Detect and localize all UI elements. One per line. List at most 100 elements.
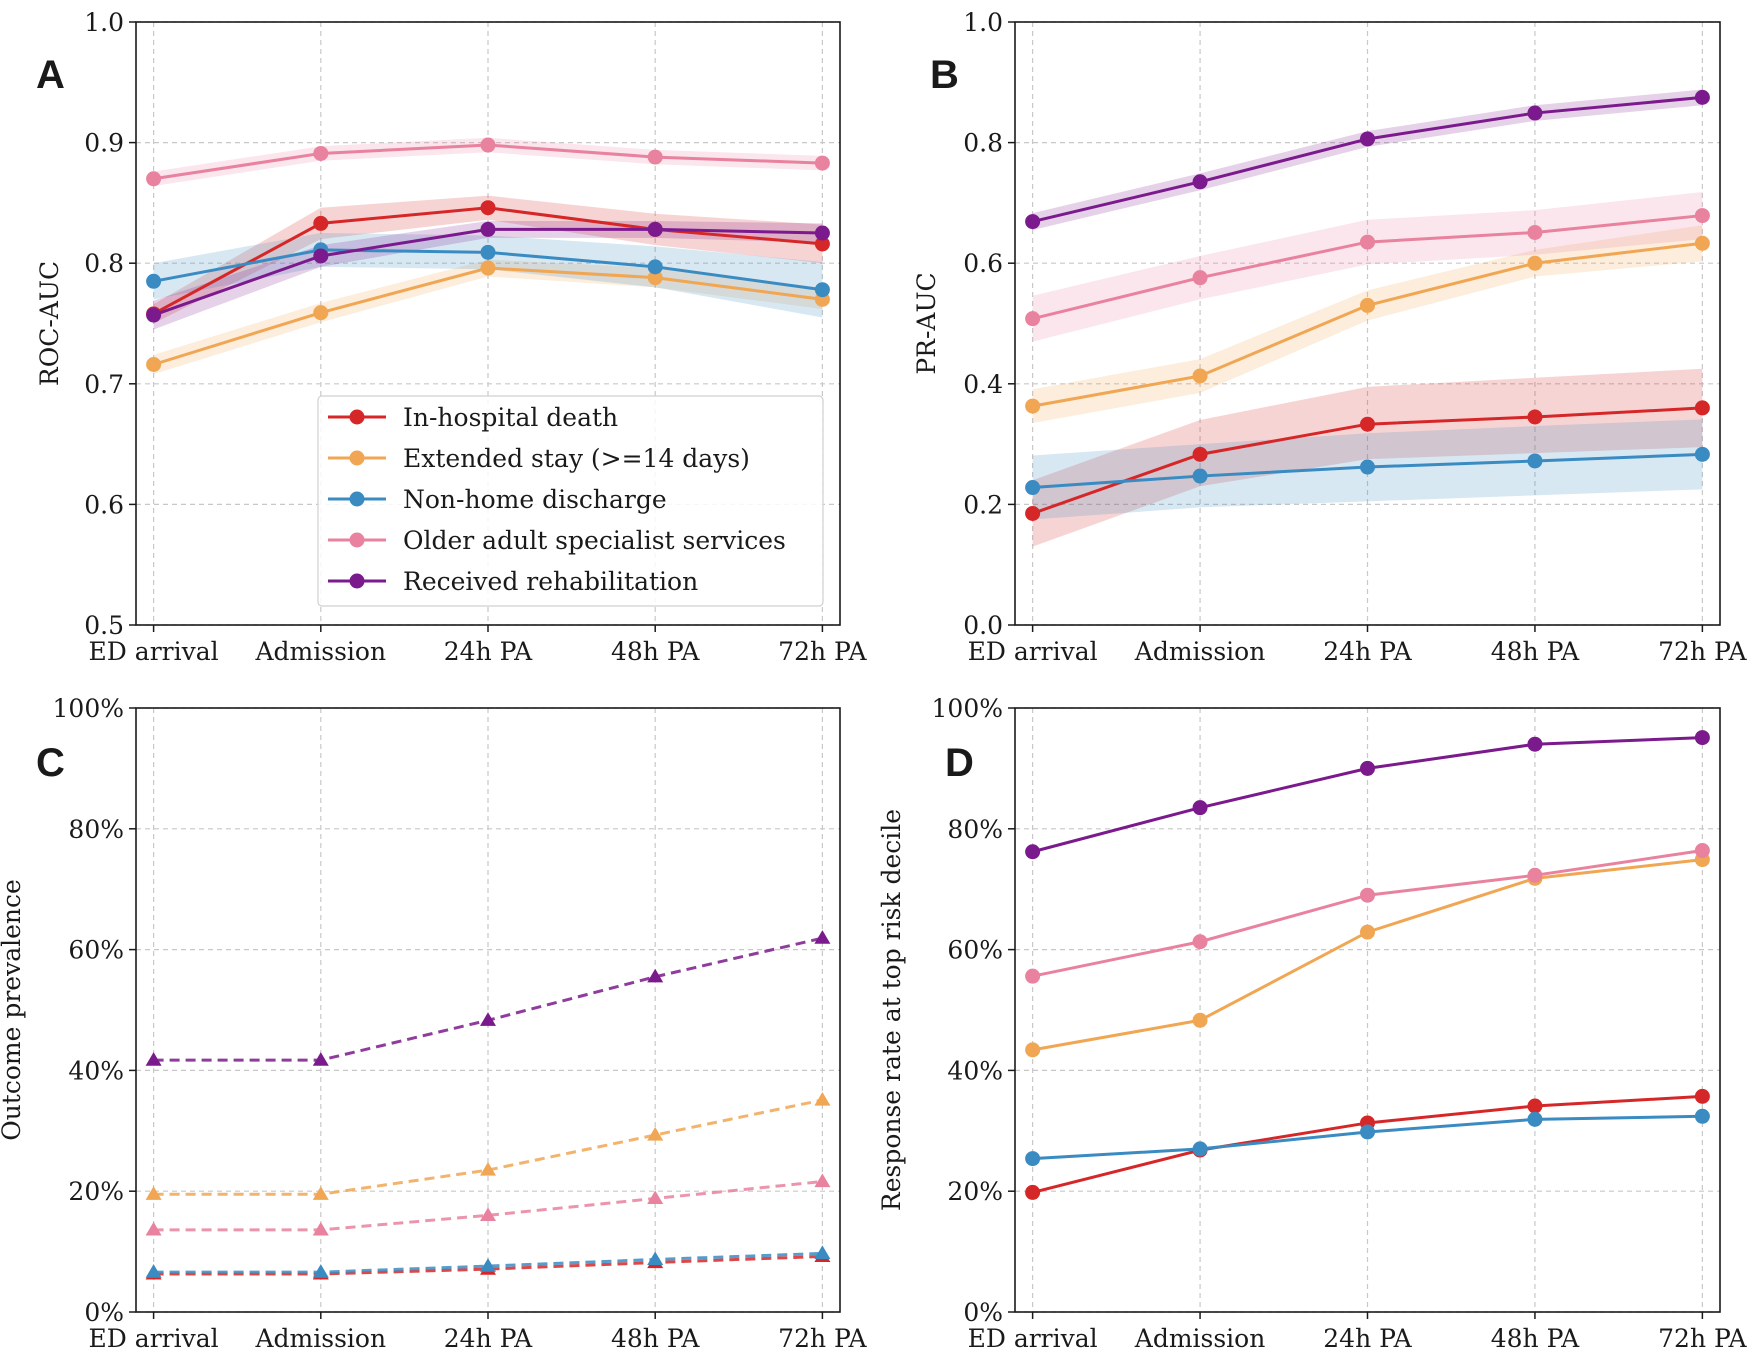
data-point-extended_stay — [1360, 297, 1375, 313]
x-tick-label: 24h PA — [1323, 1324, 1412, 1353]
data-point-non_home_discharge — [312, 1264, 329, 1278]
y-tick-label: 0% — [963, 1298, 1003, 1327]
band-extended_stay — [153, 259, 823, 375]
data-point-older_adult_specialist — [1025, 968, 1041, 984]
y-tick-label: 0.9 — [84, 129, 124, 158]
y-tick-label: 0.8 — [963, 129, 1003, 158]
data-point-older_adult_specialist — [1527, 224, 1543, 240]
y-tick-label: 0.0 — [963, 611, 1003, 640]
data-point-older_adult_specialist — [647, 149, 663, 165]
x-tick-label: Admission — [255, 1324, 387, 1353]
y-tick-label: 1.0 — [84, 8, 124, 37]
data-point-received_rehabilitation — [1694, 89, 1710, 105]
panel-letter: D — [945, 741, 974, 785]
panel-letter: B — [930, 53, 959, 97]
data-point-received_rehabilitation — [814, 930, 831, 944]
legend-label: Older adult specialist services — [403, 526, 786, 555]
data-point-received_rehabilitation — [313, 248, 329, 264]
data-point-older_adult_specialist — [312, 1221, 329, 1236]
data-point-in_hospital_death — [480, 200, 496, 216]
panel-a: 0.5 0.6 0.7 0.8 0.9 1.0 ED arrival Admission 24h… — [35, 8, 868, 666]
data-point-extended_stay — [1694, 235, 1710, 251]
data-point-received_rehabilitation — [1694, 730, 1710, 746]
data-point-extended_stay — [647, 270, 663, 286]
panel-b: 0.0 0.2 0.4 0.6 0.8 1.0 ED arrival Admission 24h… — [912, 8, 1748, 666]
y-tick-label: 0.4 — [963, 370, 1003, 399]
panel-letter: A — [36, 53, 65, 97]
data-point-extended_stay — [1360, 924, 1375, 940]
legend-label: Non-home discharge — [403, 485, 667, 514]
x-tick-label: 72h PA — [1658, 637, 1747, 666]
data-point-received_rehabilitation — [145, 1052, 162, 1066]
data-point-older_adult_specialist — [313, 145, 329, 161]
data-point-extended_stay — [647, 1127, 664, 1141]
data-point-in_hospital_death — [1025, 1184, 1041, 1200]
legend-box — [317, 395, 824, 607]
y-tick-label: 0.5 — [84, 611, 124, 640]
data-point-in_hospital_death — [1527, 1098, 1543, 1114]
y-tick-label: 0.7 — [84, 370, 124, 399]
legend: In-hospital death Extended stay (>=14 day… — [317, 395, 824, 607]
x-tick-label: ED arrival — [89, 637, 219, 666]
y-tick-label: 0.6 — [84, 490, 124, 519]
panel-d: 0% 20% 40% 60% 80% 100% ED arrival Admission 24h… — [877, 694, 1748, 1353]
data-point-received_rehabilitation — [1527, 736, 1543, 752]
data-point-older_adult_specialist — [814, 155, 830, 171]
data-point-older_adult_specialist — [647, 1190, 664, 1205]
data-point-older_adult_specialist — [480, 137, 496, 153]
y-tick-label: 20% — [68, 1177, 124, 1206]
x-tick-label: ED arrival — [968, 637, 1098, 666]
data-point-received_rehabilitation — [647, 221, 663, 237]
data-point-older_adult_specialist — [1694, 843, 1710, 859]
y-axis-title: PR-AUC — [912, 272, 941, 374]
y-tick-label: 100% — [53, 694, 124, 723]
data-point-extended_stay — [145, 1186, 162, 1200]
legend-item-received_rehabilitation: Received rehabilitation — [328, 567, 698, 596]
data-point-older_adult_specialist — [1527, 867, 1543, 883]
x-tick-label: Admission — [1134, 1324, 1266, 1353]
data-point-older_adult_specialist — [480, 1207, 496, 1221]
legend-swatch-marker — [349, 573, 365, 589]
legend-label: Extended stay (>=14 days) — [403, 444, 750, 473]
data-point-non_home_discharge — [1694, 446, 1710, 462]
x-tick-label: Admission — [1134, 637, 1266, 666]
data-point-in_hospital_death — [1025, 505, 1041, 521]
x-tick-label: 48h PA — [1491, 1324, 1580, 1353]
y-tick-label: 0.6 — [963, 249, 1003, 278]
y-tick-label: 60% — [68, 936, 124, 965]
data-point-non_home_discharge — [1360, 459, 1375, 475]
data-point-extended_stay — [814, 1091, 831, 1106]
data-point-received_rehabilitation — [647, 968, 664, 983]
data-point-non_home_discharge — [647, 1251, 664, 1266]
x-tick-label: 48h PA — [1491, 637, 1580, 666]
data-point-non_home_discharge — [145, 1264, 162, 1278]
data-point-extended_stay — [1192, 368, 1208, 384]
data-point-older_adult_specialist — [1192, 934, 1208, 950]
y-tick-label: 1.0 — [963, 8, 1003, 37]
data-point-extended_stay — [1025, 398, 1041, 414]
y-tick-label: 0% — [84, 1298, 124, 1327]
data-point-in_hospital_death — [313, 215, 329, 231]
y-tick-label: 60% — [947, 936, 1003, 965]
legend-swatch-marker — [349, 532, 365, 548]
data-point-extended_stay — [146, 357, 162, 373]
data-point-non_home_discharge — [647, 259, 663, 275]
y-tick-label: 80% — [68, 815, 124, 844]
x-tick-label: 48h PA — [611, 1324, 700, 1353]
legend-item-non_home_discharge: Non-home discharge — [328, 485, 667, 514]
data-point-non_home_discharge — [1360, 1124, 1375, 1140]
legend-swatch-marker — [349, 491, 365, 507]
y-axis-title: ROC-AUC — [35, 261, 64, 386]
data-point-in_hospital_death — [1360, 416, 1375, 432]
data-point-extended_stay — [1527, 255, 1543, 271]
y-axis-title: Response rate at top risk decile — [877, 809, 906, 1211]
panel-c: 0% 20% 40% 60% 80% 100% ED arrival Admission 24h… — [0, 694, 868, 1353]
data-point-received_rehabilitation — [480, 1012, 496, 1026]
y-tick-label: 0.2 — [963, 490, 1003, 519]
data-point-older_adult_specialist — [1192, 270, 1208, 286]
legend-item-older_adult_specialist: Older adult specialist services — [328, 526, 786, 555]
data-point-received_rehabilitation — [1360, 131, 1375, 147]
y-tick-label: 40% — [68, 1056, 124, 1085]
x-tick-label: 72h PA — [1658, 1324, 1747, 1353]
data-point-received_rehabilitation — [312, 1052, 329, 1066]
